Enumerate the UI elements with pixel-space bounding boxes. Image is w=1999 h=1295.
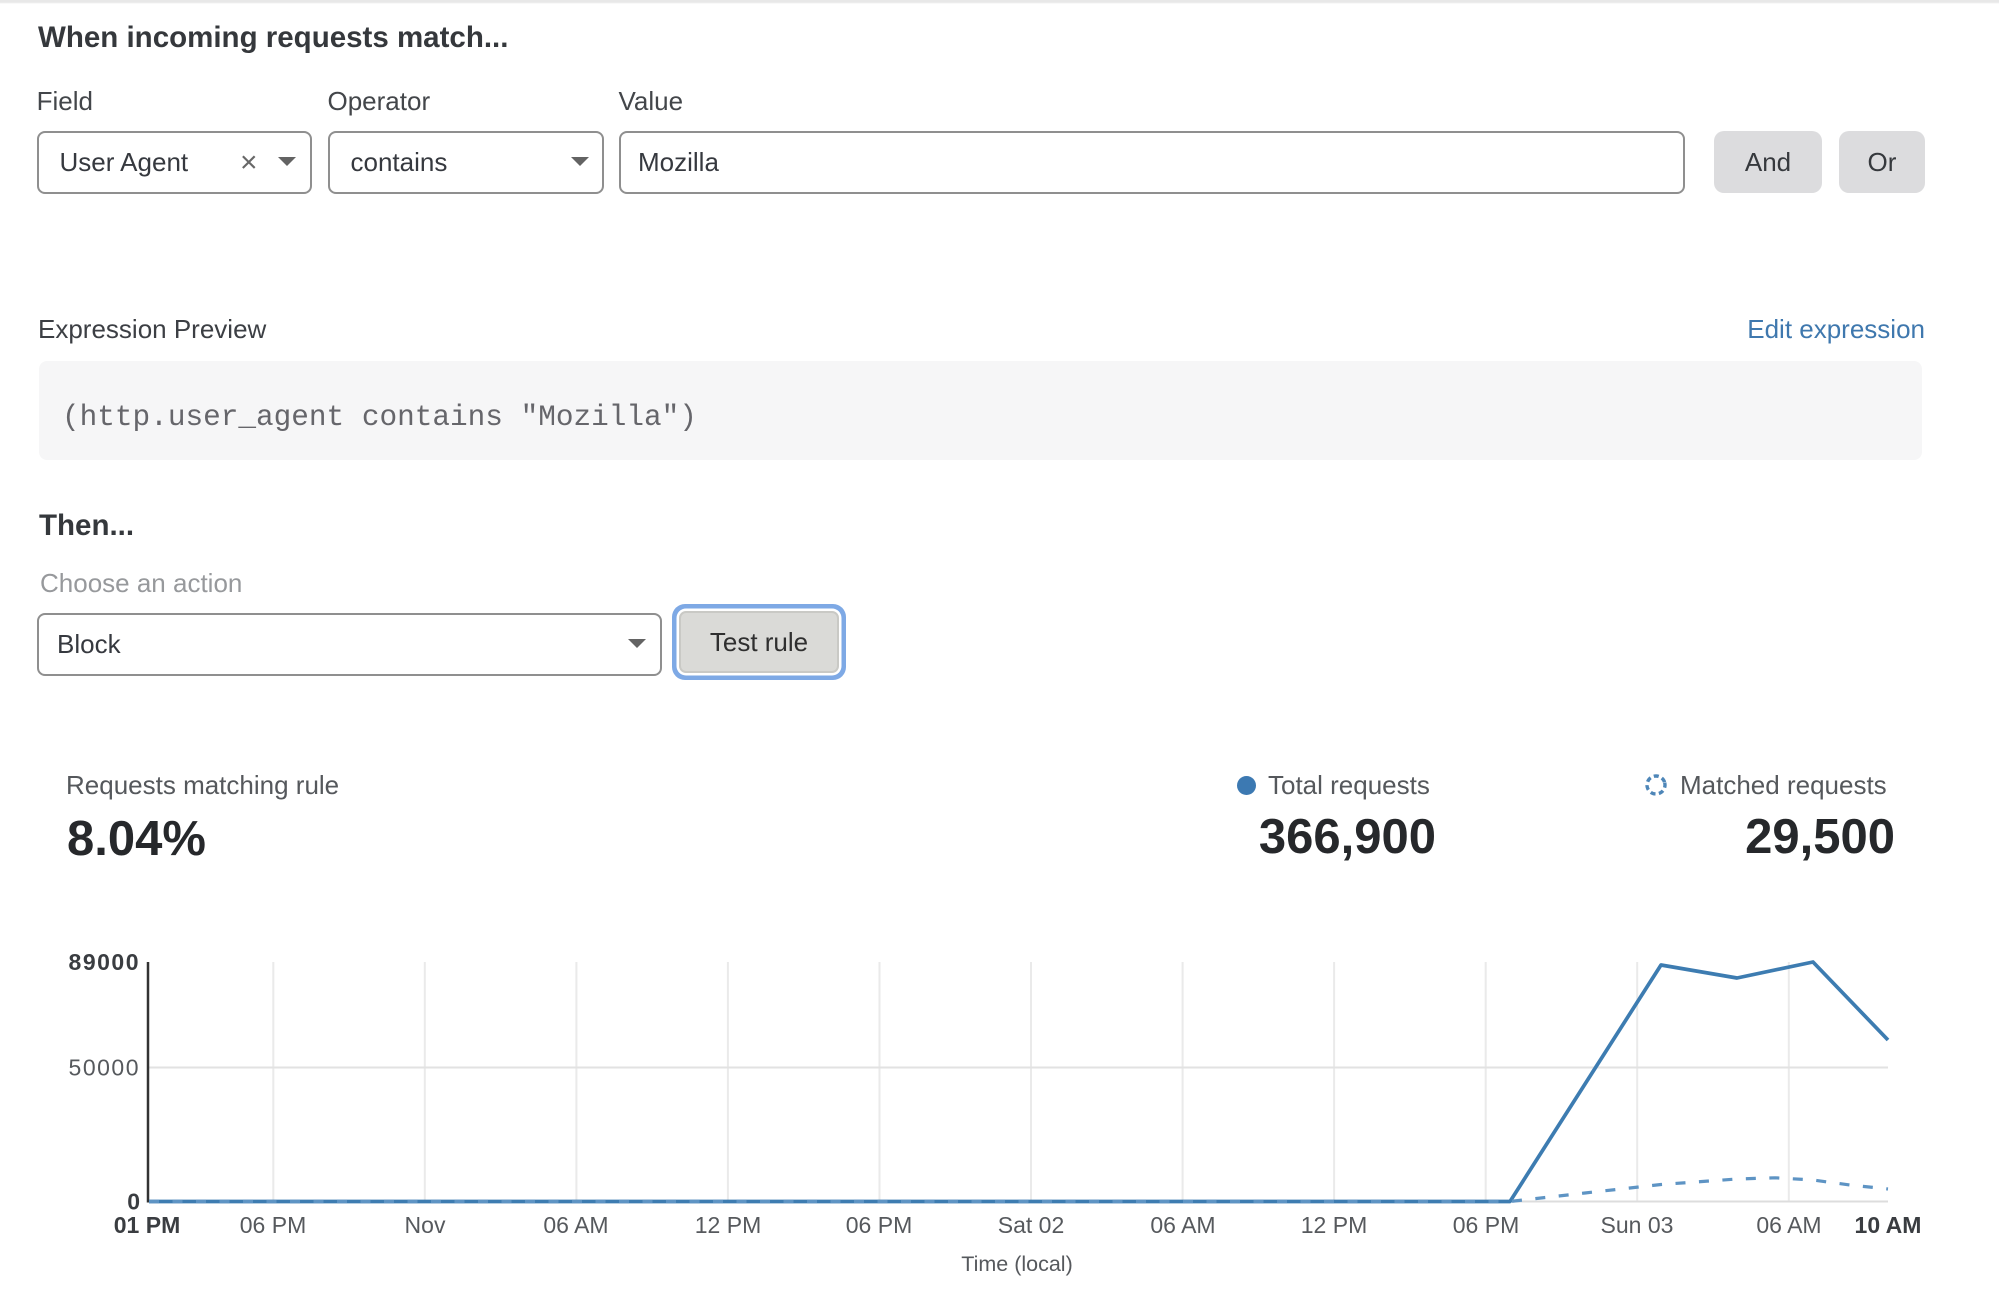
svg-text:89000: 89000 [69, 949, 140, 975]
svg-text:Sun 03: Sun 03 [1601, 1212, 1674, 1238]
svg-text:06 AM: 06 AM [1150, 1212, 1215, 1238]
svg-text:12 PM: 12 PM [1301, 1212, 1367, 1238]
svg-text:Nov: Nov [405, 1212, 446, 1238]
svg-text:Sat 02: Sat 02 [998, 1212, 1065, 1238]
svg-text:10 AM: 10 AM [1855, 1212, 1922, 1238]
svg-text:01 PM: 01 PM [114, 1212, 180, 1238]
svg-text:12 PM: 12 PM [695, 1212, 761, 1238]
svg-text:06 PM: 06 PM [1453, 1212, 1519, 1238]
svg-text:50000: 50000 [69, 1055, 140, 1081]
svg-text:06 PM: 06 PM [846, 1212, 912, 1238]
svg-text:06 AM: 06 AM [1756, 1212, 1821, 1238]
svg-text:0: 0 [127, 1189, 140, 1215]
svg-text:06 AM: 06 AM [543, 1212, 608, 1238]
svg-text:06 PM: 06 PM [240, 1212, 306, 1238]
svg-text:Time (local): Time (local) [961, 1252, 1073, 1276]
